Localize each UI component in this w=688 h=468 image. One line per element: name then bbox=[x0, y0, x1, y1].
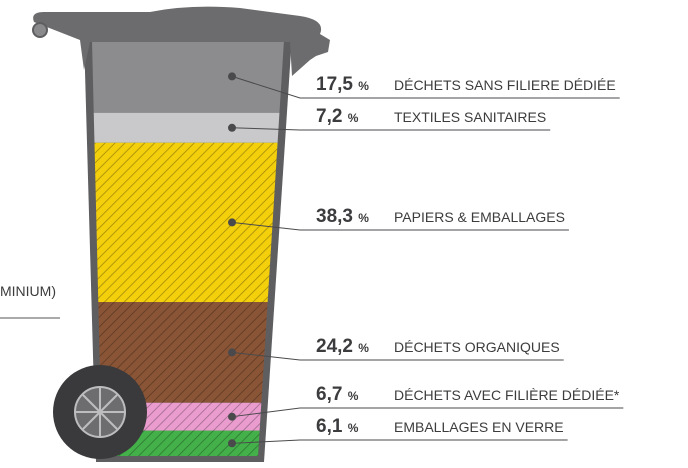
labels: 17,5 % DÉCHETS SANS FILIERE DÉDIÉE 7,2 % TE… bbox=[228, 72, 623, 447]
category-label: TEXTILES SANITAIRES bbox=[394, 109, 546, 125]
lid-hinge bbox=[33, 23, 47, 37]
value-label: 7,2 % bbox=[316, 106, 359, 127]
category-label: DÉCHETS ORGANIQUES bbox=[394, 339, 560, 355]
value-label: 17,5 % bbox=[316, 74, 369, 95]
category-label: DÉCHETS SANS FILIERE DÉDIÉE bbox=[394, 77, 616, 93]
leader-line bbox=[232, 440, 568, 443]
value-label: 6,7 % bbox=[316, 384, 359, 405]
layer bbox=[80, 113, 300, 143]
chart: MINIUM) 17,5 % DÉCHETS SANS FILIERE DÉDIÉ… bbox=[0, 0, 688, 468]
value-label: 38,3 % bbox=[316, 206, 369, 227]
value-label: 24,2 % bbox=[316, 336, 369, 357]
category-label: DÉCHETS AVEC FILIÈRE DÉDIÉE* bbox=[394, 387, 620, 403]
layer bbox=[80, 40, 300, 113]
value-label: 6,1 % bbox=[316, 416, 359, 437]
leader-line bbox=[232, 408, 623, 417]
layer bbox=[80, 143, 300, 302]
annotation: MINIUM) bbox=[0, 283, 56, 299]
wheel-spokes bbox=[76, 388, 124, 436]
category-label: PAPIERS & EMBALLAGES bbox=[394, 209, 565, 225]
category-label: EMBALLAGES EN VERRE bbox=[394, 419, 564, 435]
